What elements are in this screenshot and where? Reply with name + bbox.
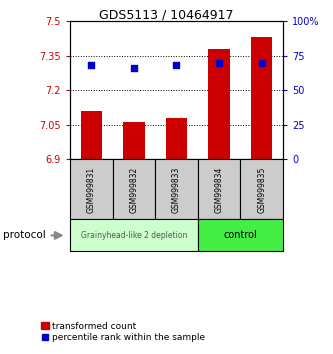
Bar	[81, 111, 102, 159]
Text: GSM999832: GSM999832	[129, 166, 139, 212]
Legend: transformed count, percentile rank within the sample: transformed count, percentile rank withi…	[38, 318, 209, 346]
Bar	[70, 219, 198, 251]
Text: Grainyhead-like 2 depletion: Grainyhead-like 2 depletion	[81, 231, 187, 240]
Text: GSM999831: GSM999831	[87, 166, 96, 212]
Point	[259, 60, 264, 65]
Point	[216, 60, 222, 65]
Text: protocol: protocol	[3, 230, 46, 240]
Text: GSM999834: GSM999834	[214, 166, 224, 213]
Text: GSM999833: GSM999833	[172, 166, 181, 213]
Bar	[123, 122, 145, 159]
Point	[174, 63, 179, 68]
Text: GSM999835: GSM999835	[257, 166, 266, 213]
Bar	[208, 49, 230, 159]
Bar	[155, 159, 198, 219]
Bar	[70, 159, 113, 219]
Bar	[251, 38, 272, 159]
Text: control: control	[223, 230, 257, 240]
Bar	[166, 118, 187, 159]
Bar	[198, 219, 283, 251]
Point	[131, 65, 137, 71]
Bar	[240, 159, 283, 219]
Bar	[198, 159, 240, 219]
Bar	[113, 159, 155, 219]
Point	[89, 63, 94, 68]
Text: GDS5113 / 10464917: GDS5113 / 10464917	[99, 9, 234, 22]
